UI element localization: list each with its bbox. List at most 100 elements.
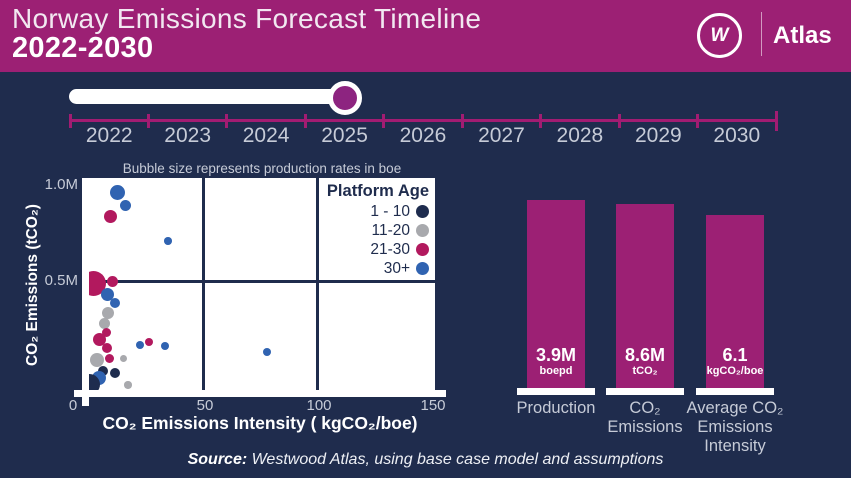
legend-dot bbox=[416, 205, 429, 218]
source-label: Source: bbox=[187, 451, 248, 468]
logo-divider bbox=[761, 12, 762, 56]
bubble-point[interactable] bbox=[101, 327, 111, 337]
kpi-label-0: Production bbox=[486, 399, 626, 418]
bubble-point[interactable] bbox=[104, 354, 114, 364]
timeline-tick bbox=[146, 114, 150, 128]
gridline-x100 bbox=[316, 178, 319, 392]
kpi-unit: boepd bbox=[539, 365, 573, 377]
legend-item-11-20: 11-20 bbox=[327, 221, 429, 240]
kpi-unit: tCO₂ bbox=[632, 365, 658, 377]
timeline-tick bbox=[303, 114, 307, 128]
brand-name: Atlas bbox=[773, 22, 832, 49]
platform-age-legend: Platform Age 1 - 10 11-20 21-30 30+ bbox=[327, 182, 429, 278]
year-label-2022: 2022 bbox=[85, 124, 133, 147]
year-label-2027: 2027 bbox=[478, 124, 525, 147]
kpi-label-line: Average CO₂ bbox=[686, 399, 784, 417]
legend-item-30+: 30+ bbox=[327, 259, 429, 278]
year-label-2029: 2029 bbox=[634, 124, 682, 147]
y-axis-title-text: CO₂ Emissions (tCO₂) bbox=[24, 204, 41, 366]
kpi-label-line: Production bbox=[516, 399, 596, 417]
legend-label: 11-20 bbox=[371, 221, 411, 239]
legend-dot bbox=[416, 224, 429, 237]
y-tick-1m: 1.0M bbox=[44, 176, 78, 193]
bubble-point[interactable] bbox=[89, 352, 104, 367]
bubble-point[interactable] bbox=[119, 200, 131, 212]
x-axis-line bbox=[74, 390, 446, 397]
bubble-point[interactable] bbox=[262, 347, 272, 357]
kpi-bar-0: 3.9M boepd bbox=[527, 200, 585, 390]
y-axis-title: CO₂ Emissions (tCO₂) bbox=[18, 178, 48, 392]
bubble-point[interactable] bbox=[109, 298, 120, 309]
year-label-2025: 2025 bbox=[321, 124, 368, 147]
y-axis-line bbox=[82, 178, 89, 406]
logo-letter: W bbox=[710, 24, 729, 46]
x-tick-50: 50 bbox=[196, 397, 214, 414]
kpi-baseline-0 bbox=[517, 388, 595, 395]
bubble-size-note: Bubble size represents production rates … bbox=[122, 161, 402, 176]
timeline-tick bbox=[68, 114, 72, 128]
timeline-tick bbox=[460, 114, 464, 128]
westwood-logo-icon: W bbox=[697, 13, 742, 58]
page-title-range: 2022-2030 bbox=[12, 32, 154, 64]
year-label-2023: 2023 bbox=[164, 124, 212, 147]
legend-label: 21-30 bbox=[370, 240, 410, 258]
bubble-point[interactable] bbox=[135, 340, 145, 350]
page-title: Norway Emissions Forecast Timeline bbox=[12, 3, 482, 34]
kpi-label-1: CO₂ Emissions bbox=[575, 399, 715, 437]
bubble-point[interactable] bbox=[89, 374, 101, 392]
legend-item-1-10: 1 - 10 bbox=[327, 202, 429, 221]
kpi-label-line: Intensity bbox=[704, 437, 766, 455]
bubble-point[interactable] bbox=[109, 184, 125, 200]
bubble-point[interactable] bbox=[119, 354, 127, 362]
timeline-tick bbox=[225, 114, 229, 128]
kpi-baseline-2 bbox=[696, 388, 774, 395]
legend-dot bbox=[416, 243, 429, 256]
kpi-label-line: CO₂ bbox=[629, 399, 661, 417]
legend-title: Platform Age bbox=[326, 182, 429, 200]
bubble-point[interactable] bbox=[101, 287, 115, 301]
kpi-baseline-1 bbox=[606, 388, 684, 395]
year-slider-handle[interactable] bbox=[327, 81, 362, 115]
bubble-point[interactable] bbox=[97, 365, 108, 376]
kpi-label-2: Average CO₂ Emissions Intensity bbox=[665, 399, 805, 456]
bubble-point[interactable] bbox=[109, 367, 120, 378]
kpi-value: 6.1 bbox=[722, 345, 748, 365]
y-tick-05m: 0.5M bbox=[44, 272, 78, 289]
bubble-point[interactable] bbox=[101, 307, 114, 320]
legend-item-21-30: 21-30 bbox=[327, 240, 429, 259]
kpi-label-line: Emissions bbox=[697, 418, 773, 436]
bubble-point[interactable] bbox=[144, 337, 154, 347]
timeline-tick bbox=[539, 114, 543, 128]
source-text: Westwood Atlas, using base case model an… bbox=[247, 451, 664, 468]
bubble-point[interactable] bbox=[102, 342, 112, 353]
kpi-bar-1: 8.6M tCO₂ bbox=[616, 204, 674, 390]
year-slider-track[interactable] bbox=[69, 89, 345, 104]
timeline-tick bbox=[696, 114, 700, 128]
kpi-bar-2: 6.1 kgCO₂/boe bbox=[706, 215, 764, 390]
year-label-2024: 2024 bbox=[242, 124, 290, 147]
x-axis-title: CO₂ Emissions Intensity ( kgCO₂/boe) bbox=[102, 413, 418, 433]
bubble-point[interactable] bbox=[124, 381, 132, 389]
legend-dot bbox=[416, 262, 429, 275]
bubble-point[interactable] bbox=[104, 210, 118, 224]
kpi-value: 3.9M bbox=[535, 345, 577, 365]
scatter-plot-area: Platform Age 1 - 10 11-20 21-30 30+ bbox=[89, 178, 435, 392]
source-note: Source: Westwood Atlas, using base case … bbox=[0, 451, 851, 469]
year-label-2030: 2030 bbox=[713, 124, 761, 147]
timeline-tick bbox=[617, 114, 621, 128]
kpi-unit: kgCO₂/boe bbox=[706, 365, 764, 377]
bubble-point[interactable] bbox=[160, 341, 170, 351]
timeline-axis bbox=[70, 119, 776, 122]
bubble-point[interactable] bbox=[107, 275, 119, 287]
year-label-2028: 2028 bbox=[556, 124, 604, 147]
gridline-x50 bbox=[202, 178, 205, 392]
bubble-point[interactable] bbox=[98, 317, 110, 329]
bubble-point[interactable] bbox=[164, 237, 172, 245]
timeline-tick bbox=[382, 114, 386, 128]
kpi-value: 8.6M bbox=[624, 345, 666, 365]
timeline-tick bbox=[774, 111, 778, 131]
header-bar: Norway Emissions Forecast Timeline 2022-… bbox=[0, 0, 851, 72]
kpi-label-line: Emissions bbox=[607, 418, 683, 436]
legend-label: 30+ bbox=[383, 259, 410, 277]
